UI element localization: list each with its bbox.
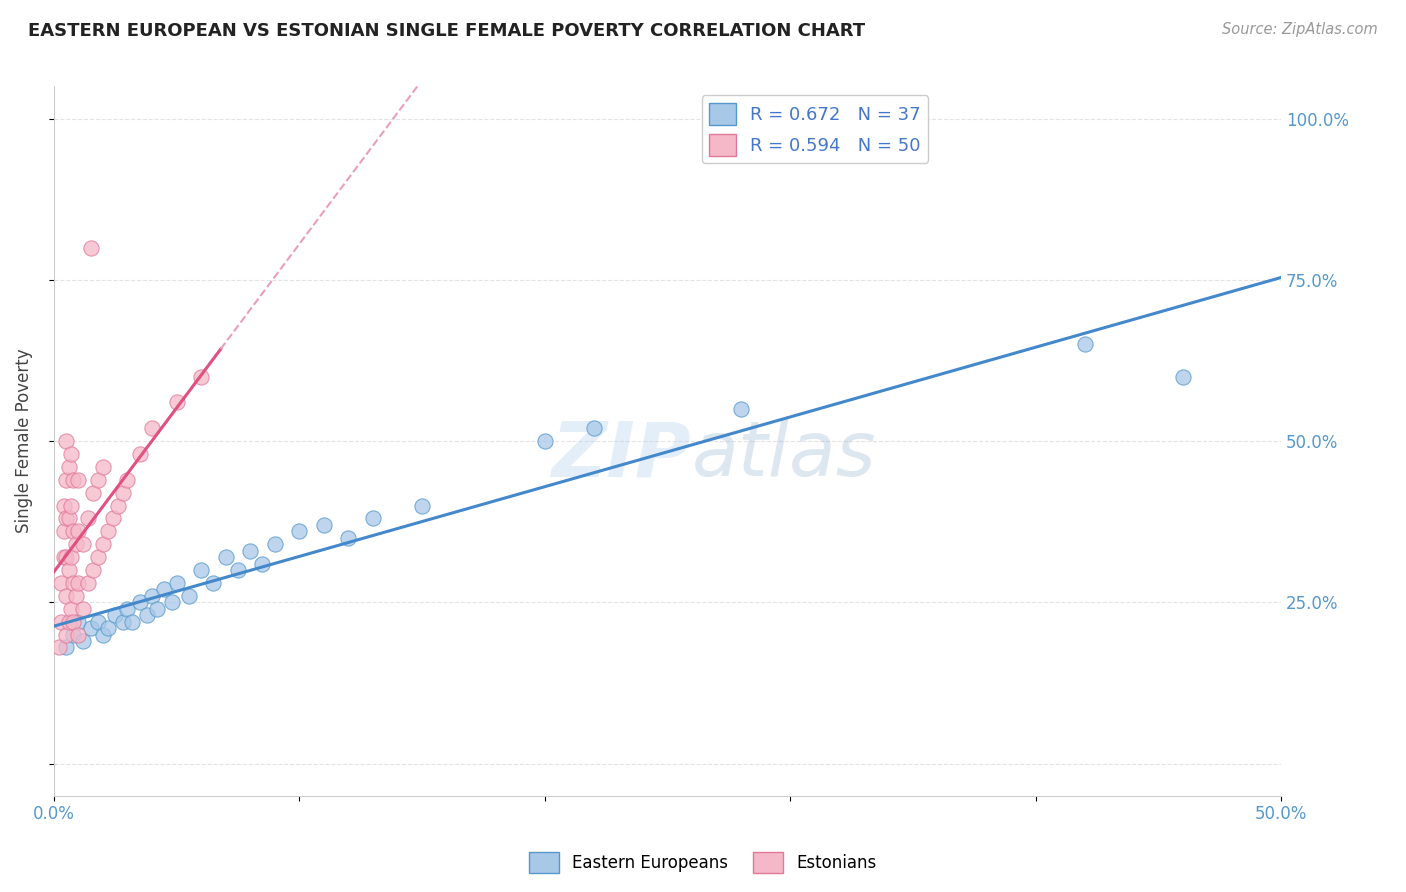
Point <box>337 531 360 545</box>
Point <box>153 582 176 597</box>
Point <box>111 485 134 500</box>
Legend: R = 0.672   N = 37, R = 0.594   N = 50: R = 0.672 N = 37, R = 0.594 N = 50 <box>702 95 928 163</box>
Point <box>62 576 84 591</box>
Point <box>411 499 433 513</box>
Point <box>67 473 90 487</box>
Point <box>55 550 77 565</box>
Point <box>67 627 90 641</box>
Point <box>79 241 101 255</box>
Point <box>146 601 169 615</box>
Point <box>52 550 75 565</box>
Point <box>91 459 114 474</box>
Point <box>101 511 124 525</box>
Point <box>62 627 84 641</box>
Point <box>730 401 752 416</box>
Point <box>214 550 236 565</box>
Point <box>62 473 84 487</box>
Point <box>166 395 188 409</box>
Point <box>51 576 73 591</box>
Point <box>55 589 77 603</box>
Point <box>52 499 75 513</box>
Point <box>1171 369 1194 384</box>
Point <box>288 524 311 539</box>
Point <box>107 499 129 513</box>
Point <box>55 627 77 641</box>
Point <box>252 557 274 571</box>
Point <box>67 615 90 629</box>
Point <box>60 601 83 615</box>
Point <box>72 601 94 615</box>
Point <box>263 537 285 551</box>
Point <box>312 517 335 532</box>
Point <box>226 563 249 577</box>
Point <box>60 550 83 565</box>
Point <box>82 485 104 500</box>
Point <box>55 473 77 487</box>
Point <box>128 447 150 461</box>
Point <box>58 563 80 577</box>
Point <box>62 524 84 539</box>
Point <box>533 434 555 448</box>
Point <box>55 511 77 525</box>
Point <box>239 543 262 558</box>
Point <box>62 615 84 629</box>
Point <box>91 537 114 551</box>
Point <box>58 459 80 474</box>
Point <box>60 499 83 513</box>
Point <box>136 608 159 623</box>
Point <box>202 576 225 591</box>
Point <box>141 589 163 603</box>
Point <box>77 576 100 591</box>
Point <box>121 615 143 629</box>
Point <box>97 621 120 635</box>
Text: atlas: atlas <box>692 418 876 492</box>
Legend: Eastern Europeans, Estonians: Eastern Europeans, Estonians <box>523 846 883 880</box>
Point <box>79 621 101 635</box>
Point <box>190 563 212 577</box>
Point <box>87 473 110 487</box>
Point <box>60 447 83 461</box>
Point <box>166 576 188 591</box>
Point <box>111 615 134 629</box>
Text: EASTERN EUROPEAN VS ESTONIAN SINGLE FEMALE POVERTY CORRELATION CHART: EASTERN EUROPEAN VS ESTONIAN SINGLE FEMA… <box>28 22 865 40</box>
Point <box>190 369 212 384</box>
Point <box>87 615 110 629</box>
Point <box>72 634 94 648</box>
Point <box>67 576 90 591</box>
Point <box>117 473 139 487</box>
Point <box>55 640 77 655</box>
Point <box>160 595 183 609</box>
Point <box>87 550 110 565</box>
Text: Source: ZipAtlas.com: Source: ZipAtlas.com <box>1222 22 1378 37</box>
Point <box>117 601 139 615</box>
Point <box>72 537 94 551</box>
Point <box>97 524 120 539</box>
Point <box>55 434 77 448</box>
Point <box>58 615 80 629</box>
Point <box>67 524 90 539</box>
Point <box>177 589 200 603</box>
Point <box>582 421 605 435</box>
Point <box>128 595 150 609</box>
Text: ZIP: ZIP <box>553 418 692 492</box>
Point <box>104 608 127 623</box>
Point <box>77 511 100 525</box>
Point <box>1073 337 1095 351</box>
Point <box>82 563 104 577</box>
Point <box>361 511 384 525</box>
Point <box>58 511 80 525</box>
Point <box>141 421 163 435</box>
Point <box>48 640 70 655</box>
Point <box>52 524 75 539</box>
Point <box>91 627 114 641</box>
Y-axis label: Single Female Poverty: Single Female Poverty <box>15 349 32 533</box>
Point <box>51 615 73 629</box>
Point <box>65 589 87 603</box>
Point <box>65 537 87 551</box>
